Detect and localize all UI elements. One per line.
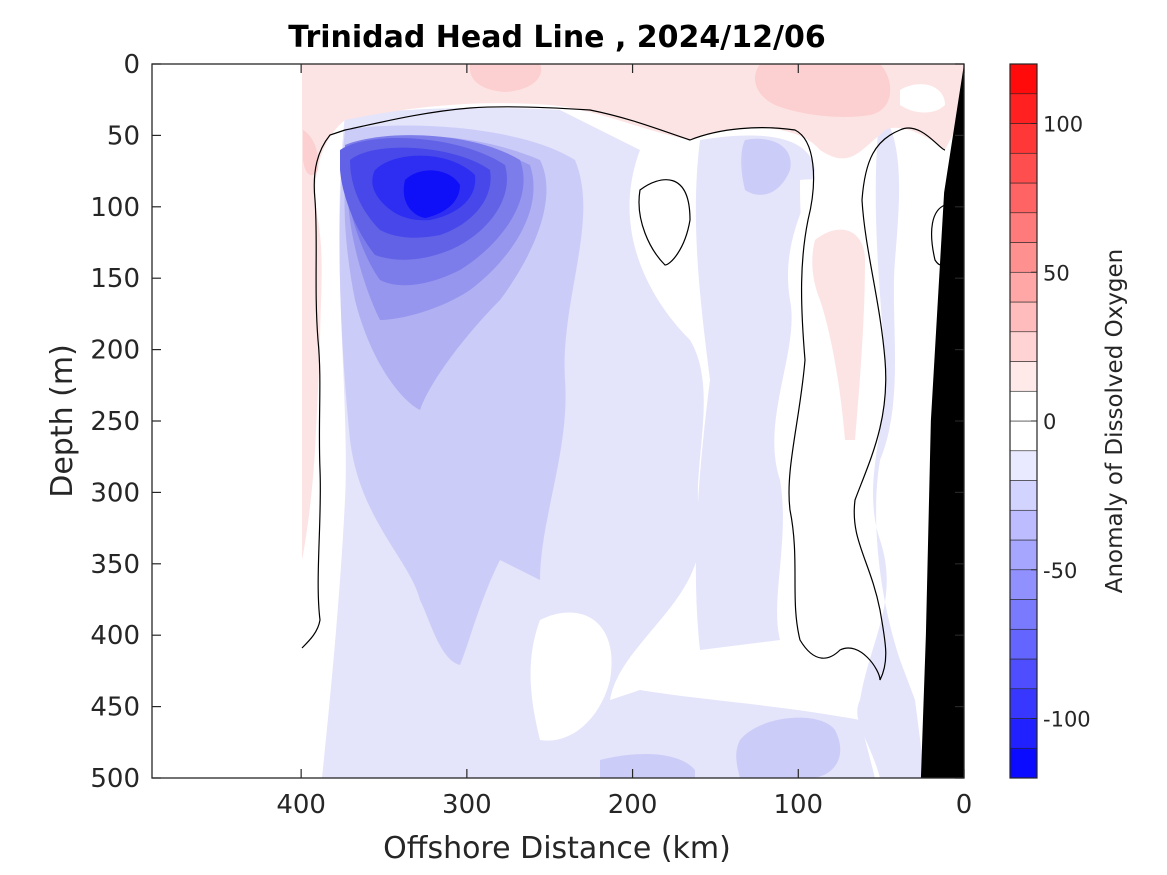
colorbar-level: [1009, 569, 1038, 600]
anomaly-region-near-zero: [530, 612, 612, 741]
anomaly-field: [301, 64, 964, 778]
colorbar-level: [1009, 390, 1038, 422]
colorbar-level: [1009, 628, 1038, 660]
y-tick-label: 150: [90, 264, 140, 294]
y-tick-label: 400: [90, 621, 140, 651]
colorbar-level: [1009, 539, 1038, 571]
colorbar-level: [1009, 63, 1038, 95]
y-tick-label: 350: [90, 550, 140, 580]
colorbar-tick-label: 0: [1043, 410, 1056, 434]
y-axis: 0 50 100 150 200 250 300 350 400 450 500: [90, 50, 964, 794]
colorbar: [1009, 63, 1038, 779]
anomaly-region-weak-negative: [857, 110, 925, 778]
y-tick-label: 450: [90, 693, 140, 723]
y-tick-label: 300: [90, 478, 140, 508]
anomaly-region-moderate-negative: [600, 754, 695, 778]
colorbar-level: [1009, 599, 1038, 630]
colorbar-level: [1009, 242, 1038, 273]
y-tick-label: 250: [90, 407, 140, 437]
x-tick-label: 200: [608, 790, 658, 820]
colorbar-level: [1009, 212, 1038, 243]
colorbar-level: [1009, 361, 1038, 392]
colorbar-level: [1009, 93, 1038, 124]
colorbar-level: [1009, 271, 1038, 303]
chart-title: Trinidad Head Line , 2024/12/06: [288, 20, 825, 55]
colorbar-tick-label: -50: [1043, 559, 1077, 583]
anomaly-region-weak-negative: [695, 135, 815, 651]
colorbar-level: [1009, 450, 1038, 481]
x-tick-label: 100: [773, 790, 823, 820]
y-tick-label: 100: [90, 193, 140, 223]
anomaly-region-moderate-negative: [741, 138, 791, 195]
zero-contour: [301, 106, 946, 681]
y-axis-label: Depth (m): [45, 344, 80, 498]
colorbar-tick-label: 50: [1043, 261, 1070, 285]
colorbar-level: [1009, 420, 1038, 452]
y-tick-label: 200: [90, 336, 140, 366]
colorbar-level: [1009, 747, 1038, 779]
anomaly-region-moderate-positive: [469, 64, 542, 92]
x-tick-label: 400: [276, 790, 326, 820]
x-axis-label: Offshore Distance (km): [383, 831, 731, 866]
x-tick-label: 300: [442, 790, 492, 820]
zero-contour: [638, 179, 691, 266]
anomaly-region-moderate-positive: [303, 130, 319, 176]
colorbar-level: [1009, 123, 1038, 154]
colorbar-level: [1009, 182, 1038, 214]
anomaly-region-moderate-positive: [755, 64, 891, 117]
colorbar-level: [1009, 688, 1038, 719]
colorbar-tick-label: 100: [1043, 113, 1083, 137]
colorbar-label: Anomaly of Dissolved Oxygen: [1102, 249, 1128, 594]
colorbar-level: [1009, 480, 1038, 511]
anomaly-region-weak-positive: [302, 64, 964, 560]
anomaly-region-weak-positive: [812, 229, 865, 440]
anomaly-region-near-zero: [900, 84, 945, 113]
anomaly-region-core-negative: [403, 170, 460, 218]
plot-area: 400 300 200 100 0 0 50 100 150 200 250 300 350 400 45…: [90, 50, 972, 820]
colorbar-level: [1009, 331, 1038, 362]
anomaly-region-near-zero: [639, 179, 690, 265]
y-tick-label: 500: [90, 764, 140, 794]
colorbar-level: [1009, 718, 1038, 749]
colorbar-level: [1009, 658, 1038, 690]
colorbar-level: [1009, 509, 1038, 541]
x-tick-label: 0: [956, 790, 973, 820]
colorbar-ticks: 100 50 0 -50 -100: [1031, 113, 1091, 732]
x-axis: 400 300 200 100 0: [276, 64, 972, 820]
colorbar-tick-label: -100: [1043, 708, 1091, 732]
y-tick-label: 0: [123, 50, 140, 80]
anomaly-region-moderate-negative: [736, 717, 841, 778]
colorbar-level: [1009, 301, 1038, 333]
bathymetry-landmass: [920, 64, 964, 778]
colorbar-level: [1009, 152, 1038, 184]
y-tick-label: 50: [107, 121, 140, 151]
